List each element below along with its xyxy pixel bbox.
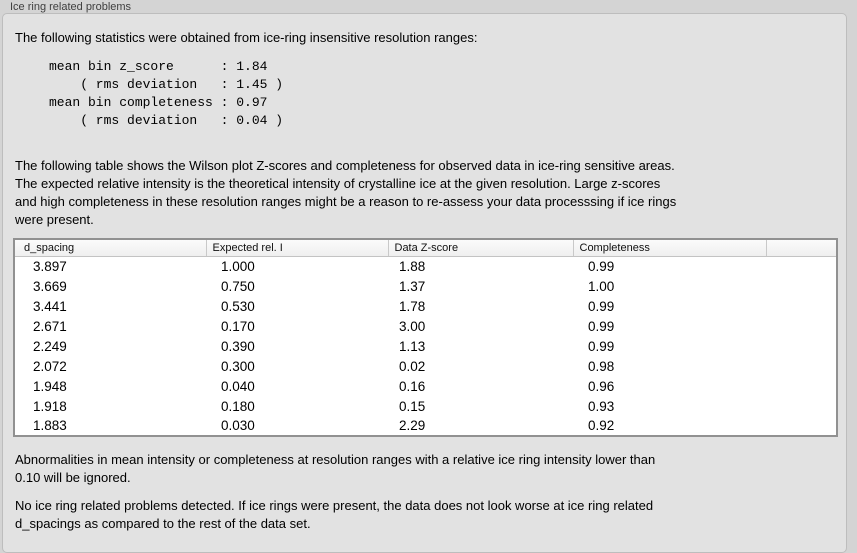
table-cell bbox=[766, 336, 837, 356]
table-cell: 0.99 bbox=[588, 338, 615, 354]
table-row[interactable]: 1.918 0.180 0.15 0.93 bbox=[14, 396, 837, 416]
table-row[interactable]: 3.897 1.000 1.88 0.99 bbox=[14, 256, 837, 276]
table-cell: 2.29 bbox=[399, 418, 426, 433]
table-cell bbox=[766, 376, 837, 396]
table-cell: 3.669 bbox=[33, 278, 67, 294]
table-cell: 1.000 bbox=[221, 258, 255, 274]
table-cell bbox=[766, 396, 837, 416]
table-cell: 1.00 bbox=[588, 278, 615, 294]
result-summary-text: No ice ring related problems detected. I… bbox=[15, 498, 654, 531]
table-cell: 0.750 bbox=[221, 278, 255, 294]
table-cell: 3.441 bbox=[33, 298, 67, 314]
insensitive-ranges-intro-text: The following statistics were obtained f… bbox=[15, 30, 478, 45]
table-row[interactable]: 3.669 0.750 1.37 1.00 bbox=[14, 276, 837, 296]
bin-statistics-block: mean bin z_score : 1.84 ( rms deviation … bbox=[49, 59, 284, 128]
table-cell: 1.883 bbox=[33, 418, 67, 433]
table-row[interactable]: 3.441 0.530 1.78 0.99 bbox=[14, 296, 837, 316]
table-cell: 0.99 bbox=[588, 298, 615, 314]
table-cell: 0.96 bbox=[588, 378, 615, 394]
table-cell: 0.92 bbox=[588, 418, 615, 433]
ice-table-body: 3.897 1.000 1.88 0.99 3.669 0.750 1.37 1.00 3.44… bbox=[14, 256, 837, 436]
table-cell: 0.030 bbox=[221, 418, 255, 433]
table-cell: 0.15 bbox=[399, 398, 426, 414]
table-cell: 0.93 bbox=[588, 398, 615, 414]
column-header-completeness[interactable]: Completeness bbox=[572, 239, 766, 257]
table-cell: 3.00 bbox=[399, 318, 426, 334]
table-cell bbox=[766, 256, 837, 276]
table-cell: 1.948 bbox=[33, 378, 67, 394]
table-header-row: d_spacing Expected rel. I Data Z-score Comp… bbox=[14, 239, 837, 257]
table-cell bbox=[766, 296, 837, 316]
table-row[interactable]: 1.948 0.040 0.16 0.96 bbox=[14, 376, 837, 396]
table-cell: 1.78 bbox=[399, 298, 426, 314]
column-header-expected-rel-i[interactable]: Expected rel. I bbox=[205, 239, 388, 257]
column-header-blank[interactable] bbox=[765, 239, 837, 257]
table-cell: 2.671 bbox=[33, 318, 67, 334]
table-cell: 0.99 bbox=[588, 318, 615, 334]
ice-ring-panel: The following statistics were obtained f… bbox=[2, 13, 847, 553]
table-cell: 0.040 bbox=[221, 378, 255, 394]
table-cell: 0.390 bbox=[221, 338, 255, 354]
panel-title: Ice ring related problems bbox=[10, 1, 132, 13]
ice-ring-table: d_spacing Expected rel. I Data Z-score Comp… bbox=[13, 238, 838, 437]
table-cell: 0.530 bbox=[221, 298, 255, 314]
table-row[interactable]: 2.072 0.300 0.02 0.98 bbox=[14, 356, 837, 376]
table-cell: 0.180 bbox=[221, 398, 255, 414]
table-cell bbox=[766, 416, 837, 436]
table-cell bbox=[766, 356, 837, 376]
table-cell: 1.918 bbox=[33, 398, 67, 414]
ice-ring-table-header: d_spacing Expected rel. I Data Z-score Comp… bbox=[14, 239, 837, 257]
table-cell bbox=[766, 276, 837, 296]
column-header-data-z-score[interactable]: Data Z-score bbox=[387, 239, 573, 257]
table-row[interactable]: 1.883 0.030 2.29 0.92 bbox=[14, 416, 837, 436]
table-cell: 0.16 bbox=[399, 378, 426, 394]
table-cell: 1.37 bbox=[399, 278, 426, 294]
table-cell: 0.02 bbox=[399, 358, 426, 374]
table-row[interactable]: 2.671 0.170 3.00 0.99 bbox=[14, 316, 837, 336]
table-cell: 0.98 bbox=[588, 358, 615, 374]
table-cell: 2.249 bbox=[33, 338, 67, 354]
table-cell: 0.300 bbox=[221, 358, 255, 374]
table-cell: 0.170 bbox=[221, 318, 255, 334]
ignore-threshold-note-text: Abnormalities in mean intensity or compl… bbox=[15, 452, 656, 485]
wilson-table-description-text: The following table shows the Wilson plo… bbox=[15, 158, 677, 227]
table-cell: 0.99 bbox=[588, 258, 615, 274]
column-header-d-spacing[interactable]: d_spacing bbox=[14, 239, 206, 257]
table-cell: 2.072 bbox=[33, 358, 67, 374]
table-cell: 3.897 bbox=[33, 258, 67, 274]
table-cell bbox=[766, 316, 837, 336]
table-cell: 1.88 bbox=[399, 258, 426, 274]
table-cell: 1.13 bbox=[399, 338, 426, 354]
table-row[interactable]: 2.249 0.390 1.13 0.99 bbox=[14, 336, 837, 356]
